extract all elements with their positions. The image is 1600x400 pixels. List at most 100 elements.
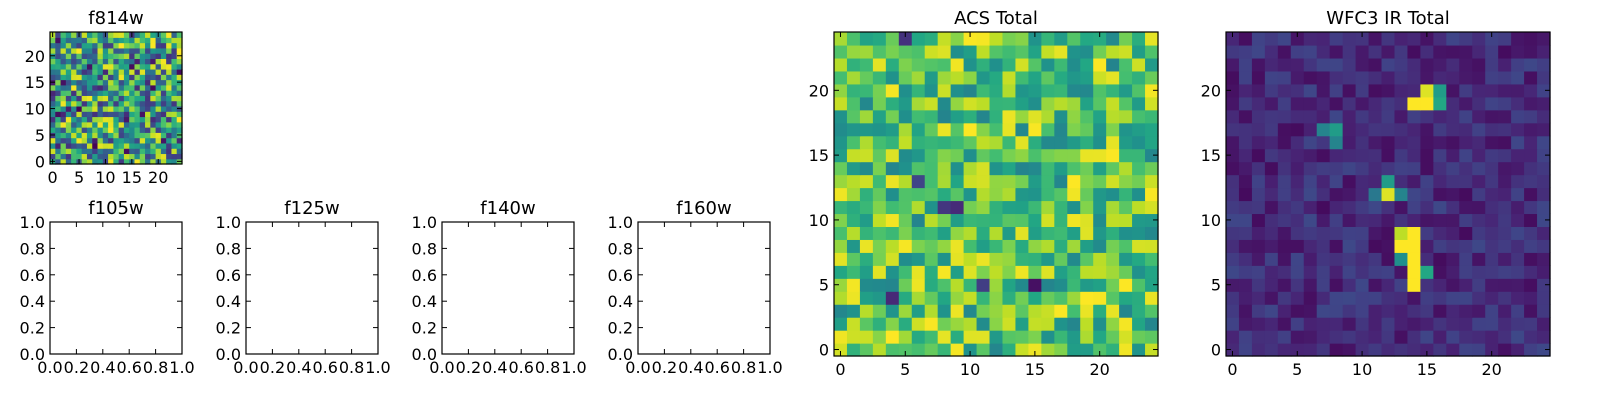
heatmap-cell [1015,200,1029,215]
heatmap-cell [92,47,99,54]
heatmap-cell [102,84,109,91]
heatmap-cell [846,44,861,59]
heatmap-cell [937,252,952,266]
x-tick-label: 0.8 [339,358,364,377]
heatmap-cell [1054,32,1068,46]
heatmap-cell [1002,83,1017,98]
heatmap-cell [1290,44,1305,59]
heatmap-cell [155,121,162,128]
heatmap-cell [145,158,151,165]
heatmap-cell [102,132,109,139]
heatmap-cell [1002,200,1017,215]
heatmap-cell [155,148,162,155]
heatmap-cell [1041,109,1055,124]
heatmap-cell [1106,161,1120,176]
heatmap-cell [1524,200,1538,215]
heatmap-cell [885,122,900,137]
heatmap-cell [134,58,141,65]
heatmap-cell [1342,304,1357,318]
heatmap-cell [113,47,120,54]
heatmap-cell [1342,96,1357,111]
heatmap-cell [1093,32,1107,46]
heatmap-cell [1342,200,1357,215]
heatmap-cell [911,96,926,111]
heatmap-cell [160,32,167,38]
heatmap-cell [1394,187,1409,202]
heatmap-cell [171,148,178,155]
heatmap-cell [1381,83,1396,98]
heatmap-cell [872,265,887,279]
heatmap-cell [1093,343,1107,357]
heatmap-cell [160,158,167,165]
heatmap-cell [859,278,874,292]
heatmap-cell [1028,291,1042,305]
heatmap-cell [1329,70,1344,85]
heatmap-cell [1316,278,1331,292]
heatmap-cell [50,68,56,75]
heatmap-cell [1002,70,1017,85]
heatmap-cell [118,132,125,139]
heatmap-cell [1002,252,1017,266]
heatmap-cell [1054,44,1068,59]
heatmap-cell [150,148,157,155]
heatmap-cell [937,148,952,163]
heatmap-cell [171,84,178,91]
heatmap-cell [160,42,167,49]
heatmap-cell [834,148,848,163]
heatmap-cell [1054,83,1068,98]
heatmap-cell [176,142,183,149]
heatmap-cell [97,58,104,65]
heatmap-cell [1251,109,1266,124]
x-tick-label: 0.6 [116,358,141,377]
heatmap-cell [166,116,173,123]
heatmap-cell [1106,57,1120,72]
heatmap-cell [145,79,151,86]
heatmap-cell [86,127,93,133]
heatmap-cell [1041,83,1055,98]
heatmap-cell [1485,252,1499,266]
heatmap-cell [1080,304,1094,318]
wfc3-ir-total-cells [1226,32,1551,357]
heatmap-cell [150,90,157,96]
heatmap-cell [1264,239,1279,253]
heatmap-cell [898,57,913,72]
heatmap-cell [60,142,67,149]
heatmap-cell [859,317,874,331]
heatmap-cell [885,278,900,292]
heatmap-cell [1002,265,1017,279]
heatmap-cell [102,153,109,160]
heatmap-cell [1511,44,1525,59]
y-tick-label: 0.8 [608,239,633,258]
heatmap-cell [97,142,104,149]
heatmap-cell [55,37,62,44]
heatmap-cell [55,42,62,49]
heatmap-cell [97,90,104,96]
heatmap-cell [976,161,991,176]
heatmap-cell [1132,200,1146,215]
heatmap-cell [1407,122,1421,137]
x-tick-label: 0.0 [37,358,62,377]
heatmap-cell [166,132,173,139]
heatmap-cell [1226,252,1240,266]
heatmap-cell [108,53,114,59]
heatmap-cell [1015,343,1029,357]
heatmap-cell [118,158,125,165]
heatmap-cell [937,291,952,305]
heatmap-cell [976,109,991,124]
heatmap-cell [1238,226,1253,240]
y-tick-label: 0.8 [412,239,437,258]
heatmap-cell [937,32,952,46]
heatmap-cell [1041,161,1055,176]
heatmap-cell [97,79,104,86]
heatmap-cell [989,174,1004,189]
heatmap-cell [898,174,913,189]
heatmap-cell [150,100,157,107]
y-tick-label: 1.0 [20,213,45,232]
heatmap-cell [55,47,62,54]
heatmap-cell [55,74,62,81]
heatmap-cell [911,278,926,292]
heatmap-cell [113,58,120,65]
heatmap-cell [171,158,178,165]
heatmap-cell [963,57,978,72]
heatmap-cell [1472,135,1486,150]
